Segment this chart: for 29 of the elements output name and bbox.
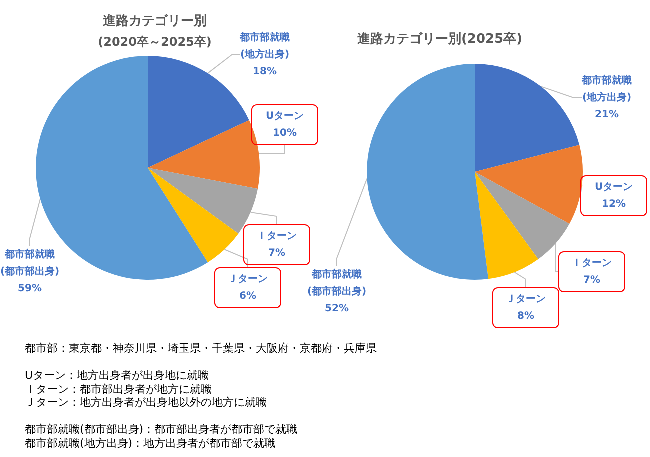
slice-label: Uターン — [594, 182, 634, 193]
slice-label: Ｊターン — [228, 274, 268, 285]
data-label: 21% — [595, 110, 619, 120]
data-label: 7% — [268, 248, 286, 259]
chart-title: 進路カテゴリー別(2025卒) — [356, 31, 523, 47]
text: 都市部就職(地方出身)：地方出身者が都市部で就職 — [25, 436, 277, 450]
text: 都市部就職(都市部出身)：都市部出身者が都市部で就職 — [25, 423, 299, 436]
slice-label: Ｊターン — [506, 294, 546, 305]
chart-title: 進路カテゴリー別 — [102, 14, 207, 29]
slice-label: Ｉターン — [257, 231, 297, 242]
data-label: 52% — [325, 304, 349, 314]
slice-label: Uターン — [266, 111, 304, 122]
data-label: 6% — [240, 291, 256, 302]
slice-label: Ｉターン — [572, 258, 612, 269]
data-label: 12% — [602, 199, 626, 210]
data-label: 18% — [253, 66, 277, 78]
text: Ｉターン：都市部出身者が地方に就職 — [25, 382, 213, 396]
text: Ｊターン：地方出身者が出身地以外の地方に就職 — [25, 396, 268, 410]
chart-subtitle: (2020卒～2025卒) — [98, 35, 212, 49]
data-label: 10% — [273, 128, 297, 139]
slice-label: 都市部就職 (地方出身) — [581, 74, 632, 104]
text: 都市部：東京都・神奈川県・埼玉県・千葉県・大阪府・京都府・兵庫県 — [25, 342, 378, 356]
slice-label: 都市部就職 (都市部出身) — [0, 248, 60, 278]
data-label: 7% — [584, 275, 600, 286]
data-label: 59% — [18, 284, 42, 294]
text: Uターン：地方出身者が出身地に就職 — [25, 369, 210, 382]
slice-label: 都市部就職 (都市部出身) — [307, 268, 367, 298]
slice-label: 都市部就職 (地方出身) — [239, 32, 290, 60]
data-label: 8% — [518, 311, 534, 322]
